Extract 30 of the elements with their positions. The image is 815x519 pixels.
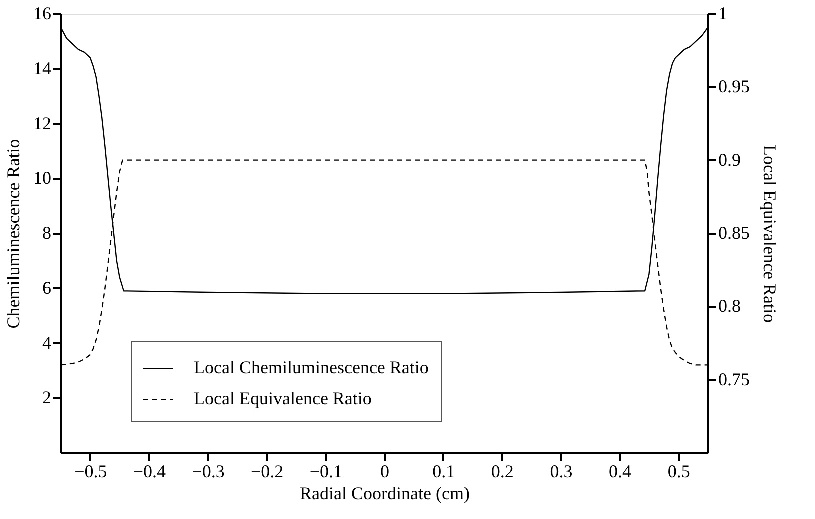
y2-tick-label: 0.75 [718,369,750,390]
x-tick-label: 0.1 [432,462,456,482]
y2-tick-label: 0.95 [718,76,750,97]
x-tick-label: −0.3 [192,462,225,482]
y2-tick-label: 0.85 [718,223,750,243]
y-axis-title: Chemiluminescence Ratio [4,139,24,329]
y-tick-label: 12 [34,113,52,134]
x-tick-label: −0.1 [310,462,343,482]
x-axis-title: Radial Coordinate (cm) [300,484,470,504]
x-tick-label: −0.2 [251,462,284,482]
y2-axis-title: Local Equivalence Ratio [760,145,780,323]
y-tick-label: 10 [34,168,52,188]
y2-tick-label: 1 [718,4,728,24]
x-tick-label: −0.5 [74,462,108,482]
y-tick-label: 8 [42,223,52,243]
legend-label: Local Equivalence Ratio [194,388,372,408]
x-tick-label: 0.4 [609,462,632,482]
y-tick-label: 14 [34,58,52,78]
y-tick-label: 6 [42,278,52,298]
y-tick-label: 2 [42,388,52,408]
y-tick-label: 4 [42,332,52,353]
x-tick-label: 0.3 [550,462,573,482]
x-tick-label: −0.4 [133,462,166,482]
y2-tick-label: 0.9 [718,150,741,170]
x-tick-label: 0.2 [491,462,514,482]
y2-tick-label: 0.8 [718,296,741,316]
legend-label: Local Chemiluminescence Ratio [194,358,429,378]
x-tick-label: 0.5 [668,462,690,482]
x-tick-label: 0 [380,462,390,482]
y-tick-label: 16 [34,4,52,24]
